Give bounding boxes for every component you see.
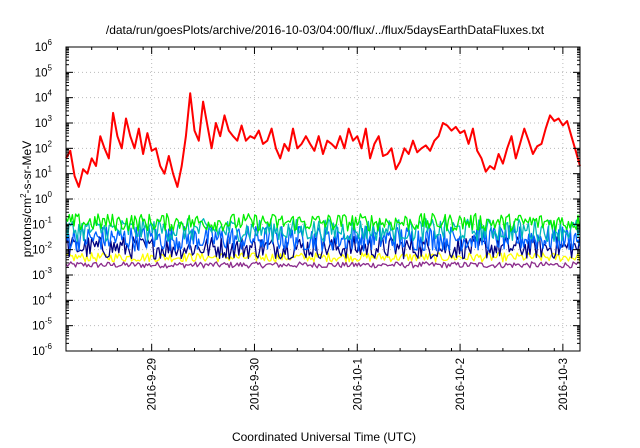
series-line — [65, 225, 581, 252]
y-tick-base: 10 — [32, 295, 45, 307]
y-tick-base: 10 — [35, 169, 48, 181]
grid-lines — [66, 47, 580, 351]
y-axis-tick-labels: 10-610-510-410-310-210-11001011021031041… — [32, 38, 52, 358]
series-line — [65, 261, 580, 269]
x-tick-label: 2016-10-2 — [455, 358, 467, 410]
y-tick-base: 10 — [35, 42, 48, 54]
series-line — [65, 218, 581, 242]
y-tick-label: 100 — [35, 190, 53, 206]
y-tick-exponent: 3 — [48, 114, 53, 123]
x-tick-label: 2016-9-30 — [249, 358, 261, 410]
x-axis-tick-labels: 2016-9-29 2016-9-30 2016-10-1 2016-10-2 2016… — [147, 358, 570, 410]
y-tick-base: 10 — [35, 93, 48, 105]
y-tick-label: 103 — [35, 114, 53, 130]
y-tick-exponent: 4 — [48, 89, 53, 98]
y-tick-label: 10-2 — [32, 241, 52, 257]
y-tick-exponent: -2 — [45, 241, 53, 250]
series-line — [65, 252, 581, 263]
series-layer — [65, 92, 581, 269]
y-tick-base: 10 — [35, 67, 48, 79]
y-tick-label: 102 — [35, 139, 53, 155]
y-tick-label: 10-3 — [32, 266, 52, 282]
series-line — [65, 92, 581, 188]
y-tick-label: 10-6 — [32, 342, 52, 358]
y-tick-exponent: -1 — [45, 215, 53, 224]
y-tick-base: 10 — [32, 346, 45, 358]
y-tick-base: 10 — [32, 270, 45, 282]
x-tick-label: 2016-10-1 — [352, 358, 364, 410]
y-tick-base: 10 — [35, 143, 48, 155]
y-tick-base: 10 — [35, 194, 48, 206]
series-line — [65, 212, 581, 232]
chart-title: /data/run/goesPlots/archive/2016-10-03/0… — [106, 23, 545, 37]
y-tick-label: 10-5 — [32, 317, 52, 333]
y-axis-label-prefix: protons/cm — [20, 198, 34, 257]
y-tick-label: 106 — [35, 38, 53, 54]
y-tick-base: 10 — [32, 219, 45, 231]
y-tick-exponent: 2 — [48, 139, 53, 148]
y-tick-label: 104 — [35, 89, 53, 105]
axis-ticks — [65, 46, 581, 352]
y-tick-label: 105 — [35, 63, 53, 79]
y-tick-exponent: 1 — [48, 165, 53, 174]
y-tick-label: 10-1 — [32, 215, 52, 231]
x-tick-label: 2016-9-29 — [147, 358, 159, 410]
x-axis-label: Coordinated Universal Time (UTC) — [232, 430, 416, 444]
x-tick-label: 2016-10-3 — [558, 358, 570, 410]
y-tick-exponent: -6 — [45, 342, 53, 351]
y-axis-label-superscript: 2 — [19, 193, 28, 198]
y-tick-label: 10-4 — [32, 291, 52, 307]
y-axis-label-suffix: -s-sr-MeV — [20, 141, 34, 194]
y-tick-exponent: -4 — [45, 291, 53, 300]
y-axis-label: protons/cm2-s-sr-MeV — [19, 141, 34, 257]
y-tick-exponent: 0 — [48, 190, 53, 199]
y-tick-label: 101 — [35, 165, 53, 181]
y-tick-base: 10 — [35, 118, 48, 130]
y-tick-base: 10 — [32, 245, 45, 257]
y-tick-exponent: -3 — [45, 266, 53, 275]
y-tick-exponent: -5 — [45, 317, 53, 326]
y-tick-exponent: 5 — [48, 63, 53, 72]
y-tick-exponent: 6 — [48, 38, 53, 47]
y-tick-base: 10 — [32, 321, 45, 333]
